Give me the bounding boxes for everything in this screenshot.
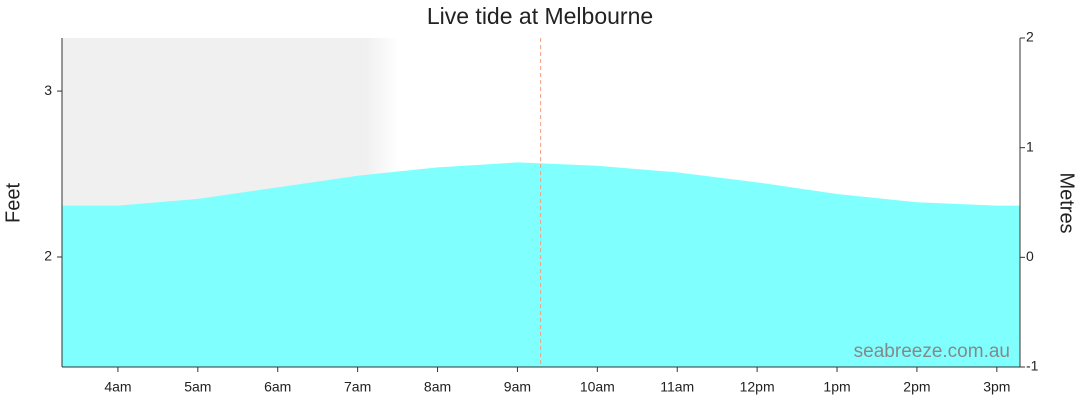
y2-tick-label: 1	[1026, 138, 1034, 154]
x-tick-label: 5am	[184, 379, 211, 395]
x-tick-label: 6am	[264, 379, 291, 395]
y2-axis-title: Metres	[1056, 172, 1078, 233]
x-tick-label: 3pm	[983, 379, 1010, 395]
x-tick-label: 10am	[580, 379, 615, 395]
x-tick-label: 2pm	[903, 379, 930, 395]
y-axis-title: Feet	[2, 183, 24, 223]
x-tick-label: 4am	[104, 379, 131, 395]
x-tick-label: 8am	[424, 379, 451, 395]
watermark: seabreeze.com.au	[854, 341, 1010, 362]
x-tick-label: 1pm	[823, 379, 850, 395]
x-tick-label: 7am	[344, 379, 371, 395]
x-tick-label: 11am	[660, 379, 694, 395]
x-tick-label: 12pm	[740, 379, 775, 395]
y2-tick-label: -1	[1026, 358, 1039, 374]
chart-title: Live tide at Melbourne	[427, 3, 653, 29]
y2-tick-label: 2	[1026, 29, 1034, 45]
y-tick-label: 3	[44, 82, 52, 98]
y2-tick-label: 0	[1026, 248, 1034, 264]
y-tick-label: 2	[44, 248, 52, 264]
x-tick-label: 9am	[504, 379, 531, 395]
